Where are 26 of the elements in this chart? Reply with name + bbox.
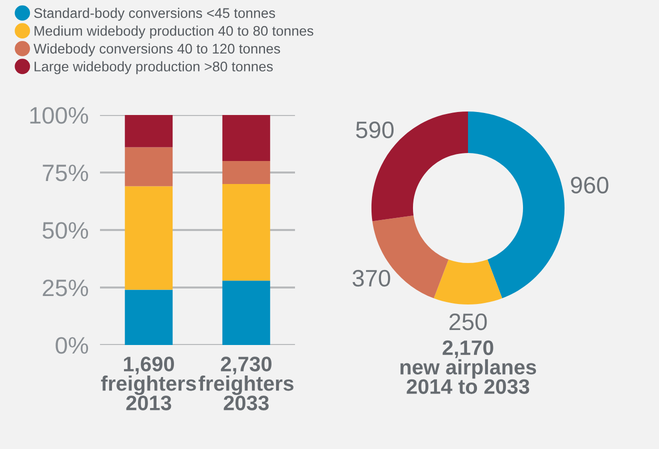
bar (124, 290, 173, 345)
text: 2,170 new airplanes 2014 to 2033 (400, 340, 536, 394)
bar (222, 184, 270, 281)
legend-label: Large widebody production >80 tonnes (34, 61, 273, 74)
legend-label: Medium widebody production 40 to 80 tonnes (34, 26, 314, 39)
legend-label: Widebody conversions 40 to 120 tonnes (34, 43, 280, 56)
data-label: 960 (570, 176, 608, 194)
data-label: 250 (449, 313, 487, 330)
bar (222, 115, 270, 161)
legend-label: Standard-body conversions <45 tonnes (34, 8, 276, 21)
y-tick-label: 0% (56, 337, 88, 354)
y-tick-label: 25% (42, 280, 88, 296)
bar (124, 115, 173, 148)
x-tick-label: 1,690 freighters 2013 (101, 356, 196, 410)
donut-slice (434, 259, 502, 305)
donut-slice (468, 111, 565, 298)
y-tick-label: 100% (30, 107, 88, 124)
bar (124, 186, 173, 290)
y-tick-label: 75% (42, 164, 88, 182)
x-tick-label: 2,730 freighters 2033 (198, 356, 294, 410)
y-tick-label: 50% (42, 222, 88, 239)
data-label: 590 (356, 122, 394, 138)
data-label: 370 (352, 270, 390, 287)
bar (222, 161, 270, 184)
bar (124, 147, 173, 186)
bar (222, 280, 270, 345)
